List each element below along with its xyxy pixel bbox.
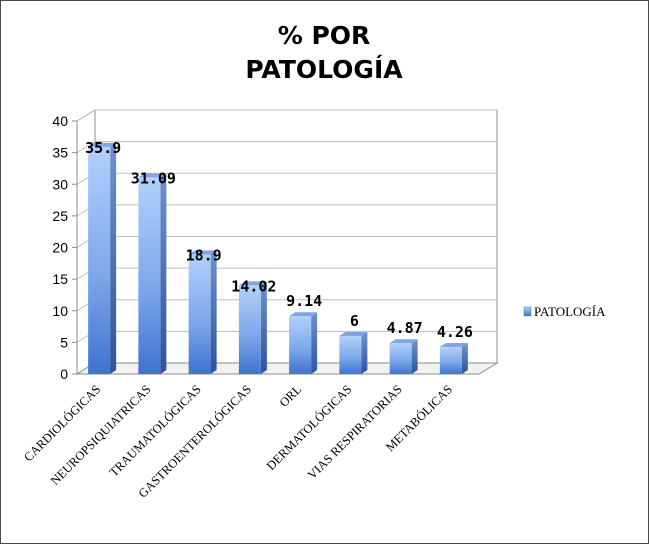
bar-side: [411, 339, 418, 374]
y-tick-label: 25: [52, 208, 68, 224]
category-label: DERMATOLÓGICAS: [264, 382, 355, 473]
bar-side: [160, 173, 167, 374]
y-tick-label: 5: [60, 334, 68, 350]
bar-front: [238, 285, 261, 374]
bar-front: [439, 347, 462, 374]
bar-front: [88, 146, 111, 374]
y-tick-label: 20: [52, 240, 68, 256]
x-axis-categories: CARDIOLÓGICASNEUROPSIQUIATRICASTRAUMATOL…: [21, 382, 455, 500]
bar-side: [461, 343, 468, 374]
bar: [389, 339, 418, 374]
bar-front: [339, 336, 362, 374]
bar-side: [311, 312, 318, 374]
gridline: [76, 141, 497, 154]
bar-side: [260, 281, 267, 374]
bar-front: [289, 316, 312, 374]
bar-front: [138, 177, 161, 374]
data-label: 4.26: [437, 323, 473, 341]
data-label: 18.9: [186, 246, 222, 264]
legend-swatch: [523, 306, 532, 317]
chart-title-line-1: % POR: [278, 21, 371, 50]
bar: [88, 142, 117, 374]
y-tick-label: 35: [52, 145, 68, 161]
bar-top: [138, 173, 167, 178]
bar-front: [389, 343, 412, 374]
bar-top: [289, 312, 318, 317]
data-label: 9.14: [286, 292, 322, 310]
bar-top: [389, 339, 418, 344]
data-label: 14.02: [231, 277, 276, 295]
data-labels-group: 35.9 31.09 18.9 14.02 9.14 6 4.87 4.26: [85, 139, 473, 341]
bar: [188, 250, 217, 374]
bar-side: [110, 142, 117, 374]
bar: [289, 312, 318, 374]
y-axis-ticks: 0 5 10 15 20 25 30 35 40: [52, 113, 78, 382]
bar: [439, 343, 468, 374]
category-label: VIAS RESPIRATORIAS: [305, 382, 405, 482]
y-tick-label: 0: [60, 366, 68, 382]
legend-label: PATOLOGÍA: [534, 304, 606, 319]
y-tick-label: 40: [52, 113, 68, 129]
bar-top: [88, 142, 117, 147]
chart-title-line-2: PATOLOGÍA: [245, 55, 403, 84]
category-label: NEUROPSIQUIATRICAS: [48, 382, 154, 488]
bar-top: [238, 281, 267, 286]
bars-group: [88, 142, 468, 374]
bar-side: [210, 250, 217, 374]
category-label: TRAUMATOLÓGICAS: [107, 382, 204, 479]
gridline: [76, 109, 497, 122]
bar-top: [188, 250, 217, 255]
bar-top: [339, 332, 368, 337]
y-tick-label: 15: [52, 271, 68, 287]
bar: [138, 173, 167, 374]
data-label: 4.87: [387, 319, 423, 337]
data-label: 35.9: [85, 139, 121, 157]
legend: PATOLOGÍA: [523, 304, 606, 319]
bar-top: [439, 343, 468, 348]
bar-front: [188, 254, 211, 374]
data-label: 6: [350, 312, 359, 330]
bar: [238, 281, 267, 374]
y-tick-label: 30: [52, 176, 68, 192]
data-label: 31.09: [131, 169, 176, 187]
category-label: ORL: [277, 382, 305, 410]
bar-side: [361, 332, 368, 374]
bar: [339, 332, 368, 374]
y-tick-label: 10: [52, 303, 68, 319]
